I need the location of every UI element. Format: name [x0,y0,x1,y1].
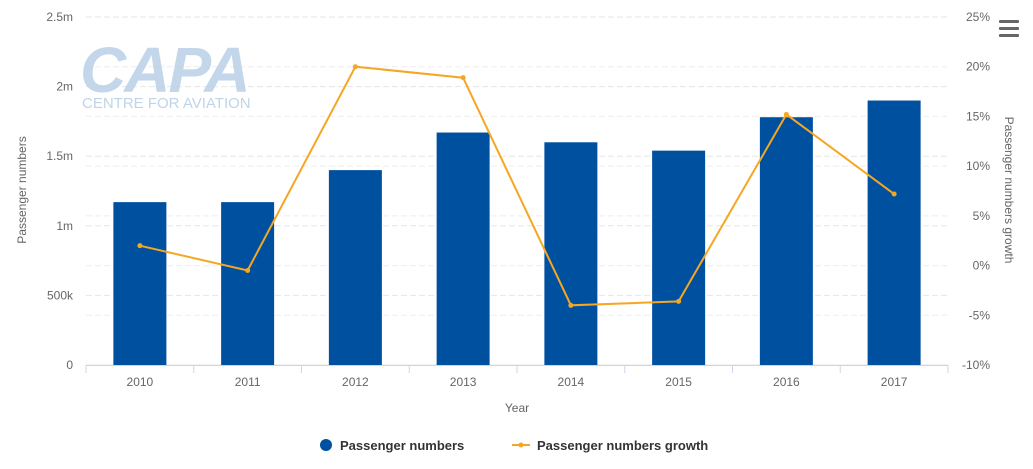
line-point[interactable] [352,64,358,70]
watermark-subtitle: CENTRE FOR AVIATION [82,95,251,112]
growth-line [139,65,895,307]
y-tick-label: 2.5m [46,10,73,24]
y2-tick-label: 0% [973,259,991,273]
line-point[interactable] [568,302,574,308]
bar[interactable] [328,170,382,365]
legend-item-bar[interactable]: Passenger numbers [320,438,464,453]
bar-series [113,100,921,366]
y-tick-label: 2m [56,80,73,94]
x-axis: 2010 2011 2012 2013 2014 2015 2016 2017 [85,365,949,389]
y-tick-label: 0 [66,358,73,372]
x-tick-label: 2013 [450,375,477,389]
y2-tick-label: 20% [966,60,990,74]
y2-tick-label: -10% [962,358,990,372]
bar[interactable] [436,132,490,365]
legend: Passenger numbers Passenger numbers grow… [320,438,708,453]
x-tick-label: 2016 [773,375,800,389]
capa-watermark-logo: CAPA CENTRE FOR AVIATION [80,34,251,112]
x-tick-label: 2012 [342,375,369,389]
x-tick-label: 2010 [127,375,154,389]
line-point[interactable] [245,268,251,274]
line-point[interactable] [137,243,143,249]
y-tick-label: 1m [56,219,73,233]
bar[interactable] [113,202,167,365]
y2-tick-label: 25% [966,10,990,24]
y2-tick-label: -5% [969,308,991,322]
bar[interactable] [544,142,598,365]
x-tick-label: 2017 [881,375,908,389]
y2-tick-label: 5% [973,209,991,223]
line-point[interactable] [460,75,466,81]
line-point[interactable] [891,191,897,197]
hamburger-menu-icon[interactable] [998,20,1020,38]
right-axis: -10% -5% 0% 5% 10% 15% 20% 25% [962,10,990,372]
line-point[interactable] [783,111,789,117]
y-tick-label: 500k [47,288,74,302]
y-axis-title: Passenger numbers [15,136,29,243]
legend-line-dot [518,442,524,448]
bar[interactable] [221,202,275,365]
y-tick-label: 1.5m [46,149,73,163]
legend-bar-marker [320,439,332,451]
bar[interactable] [652,150,706,365]
x-tick-label: 2014 [558,375,585,389]
line-point[interactable] [676,298,682,304]
line-series [137,64,897,308]
x-tick-label: 2011 [235,375,261,389]
left-axis: 0 500k 1m 1.5m 2m 2.5m [46,10,74,372]
x-tick-label: 2015 [665,375,692,389]
bar[interactable] [759,117,813,365]
watermark-logo-text: CAPA [80,34,249,106]
y2-tick-label: 10% [966,159,990,173]
bar[interactable] [867,100,921,366]
legend-bar-label: Passenger numbers [340,438,464,453]
legend-item-line[interactable]: Passenger numbers growth [512,438,708,453]
legend-line-label: Passenger numbers growth [537,438,708,453]
y2-axis-title: Passenger numbers growth [1002,117,1016,264]
x-axis-title: Year [505,401,529,415]
y2-tick-label: 15% [966,109,990,123]
